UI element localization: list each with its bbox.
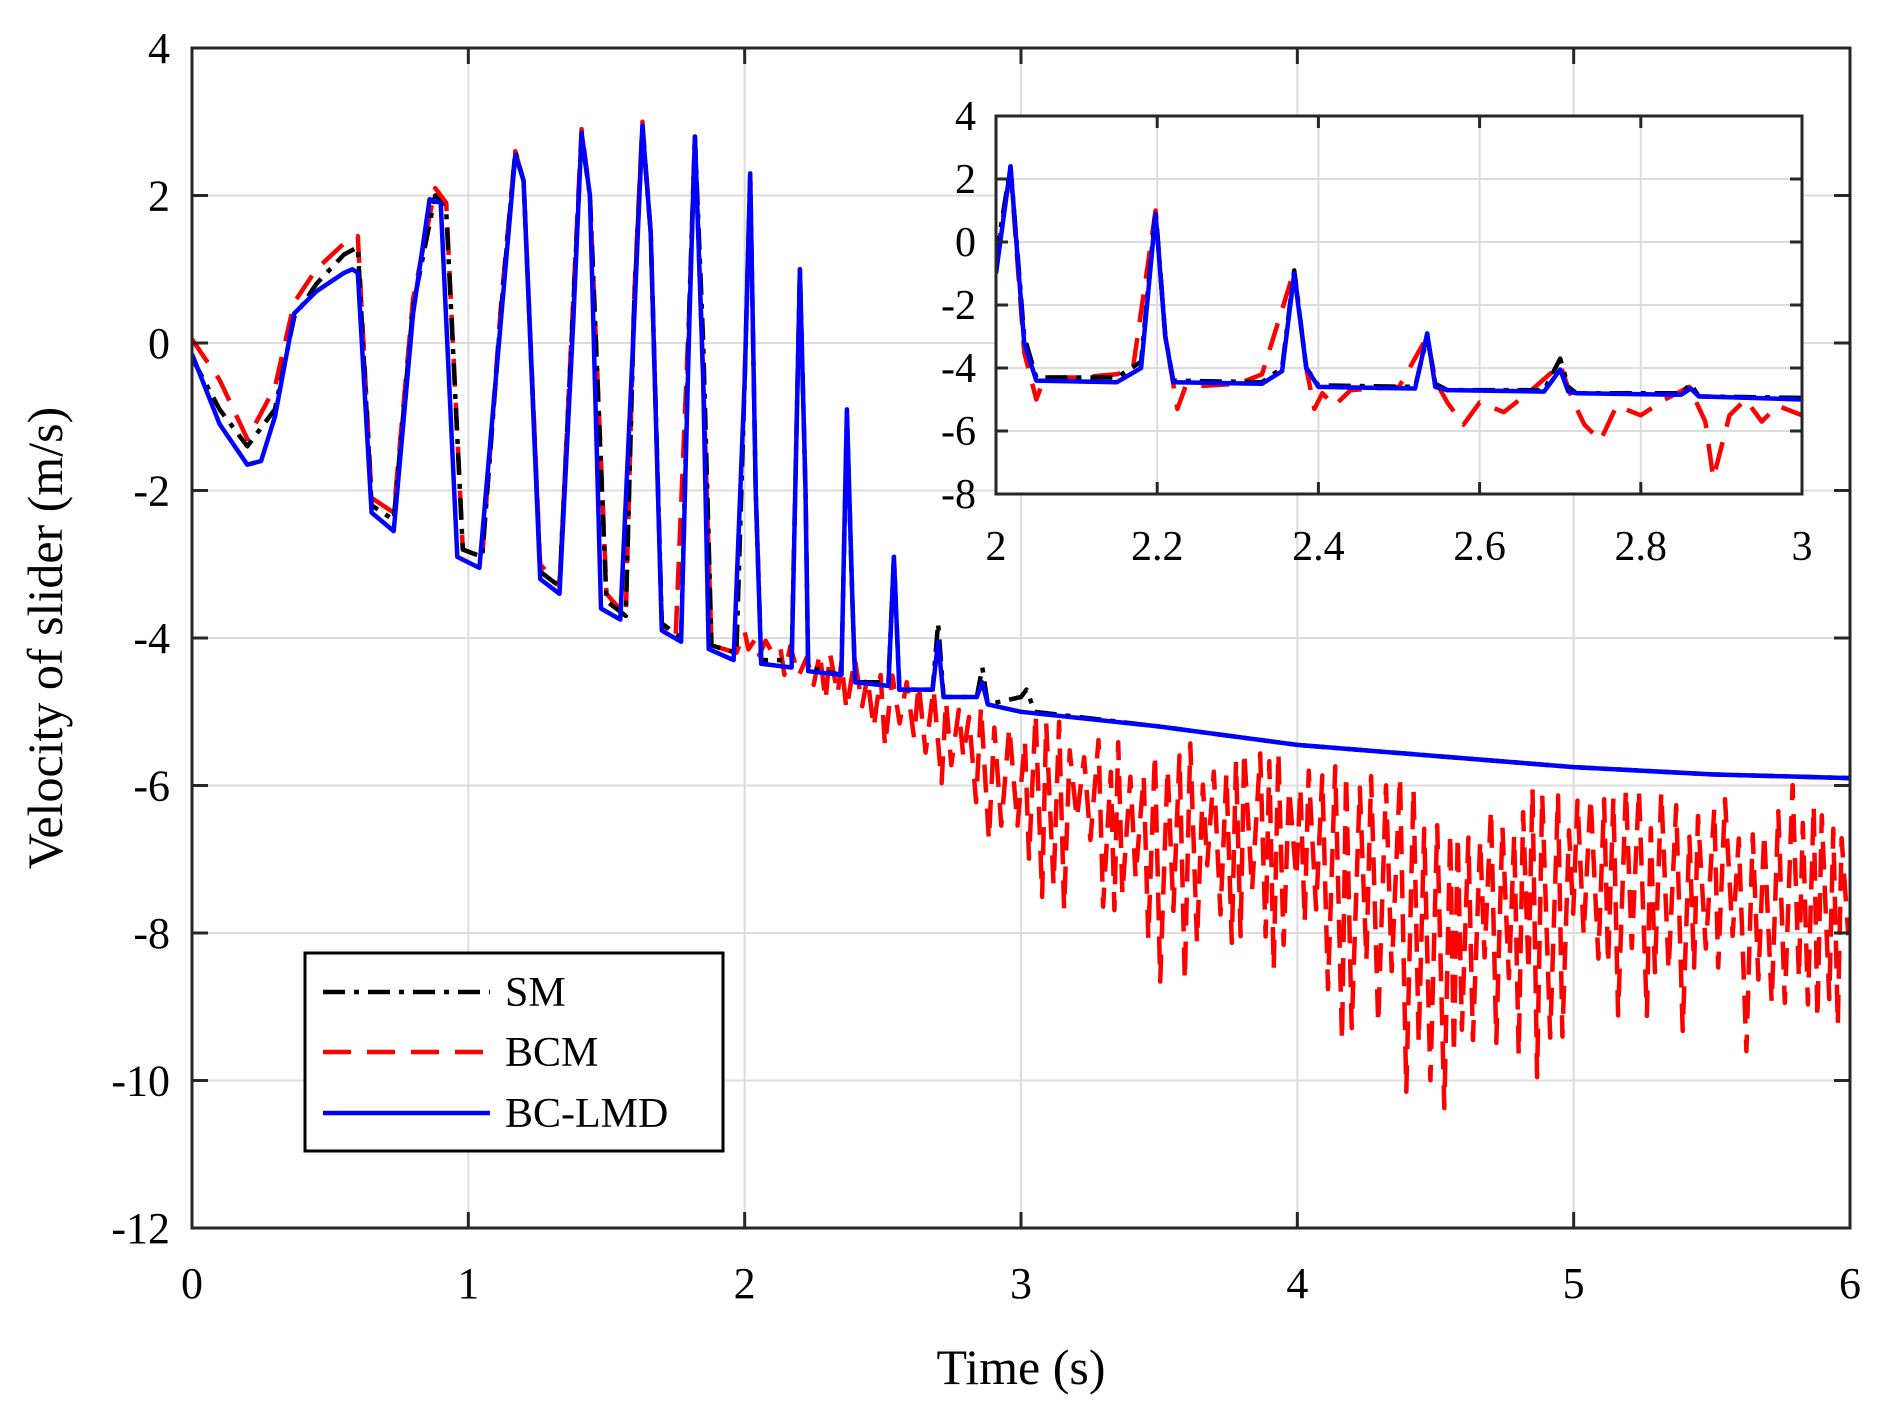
inset-x-tick-label: 2.6: [1453, 524, 1506, 570]
main-y-tick-label: -2: [133, 467, 170, 516]
main-tick-labels: 0 1 2 3 4 5 6 4 2 0 -2 -4 -6 -8 -10 -12: [111, 24, 1861, 1308]
main-x-tick-label: 6: [1839, 1259, 1861, 1308]
main-x-tick-label: 3: [1010, 1259, 1032, 1308]
inset-x-tick-label: 2.2: [1131, 524, 1184, 570]
inset-y-tick-label: -8: [941, 472, 976, 518]
main-x-tick-label: 0: [181, 1259, 203, 1308]
main-series-viewport: [192, 119, 1850, 1111]
main-series: [192, 119, 1850, 1111]
main-x-tick-label: 1: [457, 1259, 479, 1308]
inset-series-line-bc-lmd: [996, 164, 1802, 402]
inset-y-tick-label: -2: [941, 283, 976, 329]
inset-y-tick-label: 0: [955, 220, 976, 266]
main-y-tick-label: -6: [133, 762, 170, 811]
inset-x-tick-label: 2.8: [1615, 524, 1668, 570]
legend-label-bc-lmd: BC-LMD: [505, 1091, 668, 1137]
legend-label-bcm: BCM: [505, 1030, 598, 1076]
x-axis-label: Time (s): [936, 1339, 1105, 1395]
main-y-tick-label: -12: [111, 1204, 170, 1253]
main-y-tick-label: -8: [133, 909, 170, 958]
inset-ticks: [994, 114, 1804, 496]
main-x-tick-label: 5: [1563, 1259, 1585, 1308]
inset-series: [996, 164, 1802, 481]
main-y-tick-label: -4: [133, 614, 170, 663]
inset-y-tick-label: 2: [955, 157, 976, 203]
inset-plot: 2 2.2 2.4 2.6 2.8 3 4 2 0 -2 -4 -6 -8: [941, 94, 1813, 570]
legend-label-sm: SM: [505, 970, 566, 1016]
main-series-line-bc-lmd: [192, 123, 1850, 781]
main-y-tick-label: 0: [148, 319, 170, 368]
main-ticks: [190, 46, 1852, 1230]
main-series-line-bcm: [192, 119, 1850, 1111]
inset-tick-labels: 2 2.2 2.4 2.6 2.8 3 4 2 0 -2 -4 -6 -8: [941, 94, 1813, 570]
main-x-tick-label: 2: [734, 1259, 756, 1308]
inset-y-tick-label: -6: [941, 409, 976, 455]
main-x-tick-label: 4: [1286, 1259, 1308, 1308]
inset-series-viewport: [996, 164, 1802, 481]
main-y-tick-label: 2: [148, 172, 170, 221]
inset-x-tick-label: 2: [986, 524, 1007, 570]
inset-x-tick-label: 2.4: [1292, 524, 1345, 570]
inset-x-tick-label: 3: [1792, 524, 1813, 570]
inset-y-tick-label: -4: [941, 346, 976, 392]
y-axis-label: Velocity of slider (m/s): [17, 407, 73, 869]
inset-grid: [996, 116, 1802, 494]
main-y-tick-label: 4: [148, 24, 170, 73]
inset-y-tick-label: 4: [955, 94, 976, 140]
legend: SM BCM BC-LMD: [303, 951, 725, 1153]
main-y-tick-label: -10: [111, 1057, 170, 1106]
